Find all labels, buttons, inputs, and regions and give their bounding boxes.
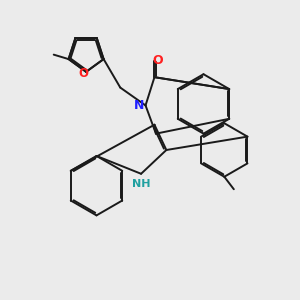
Text: NH: NH: [132, 179, 151, 189]
Text: O: O: [78, 67, 88, 80]
Text: N: N: [134, 99, 144, 112]
Text: O: O: [153, 54, 163, 67]
